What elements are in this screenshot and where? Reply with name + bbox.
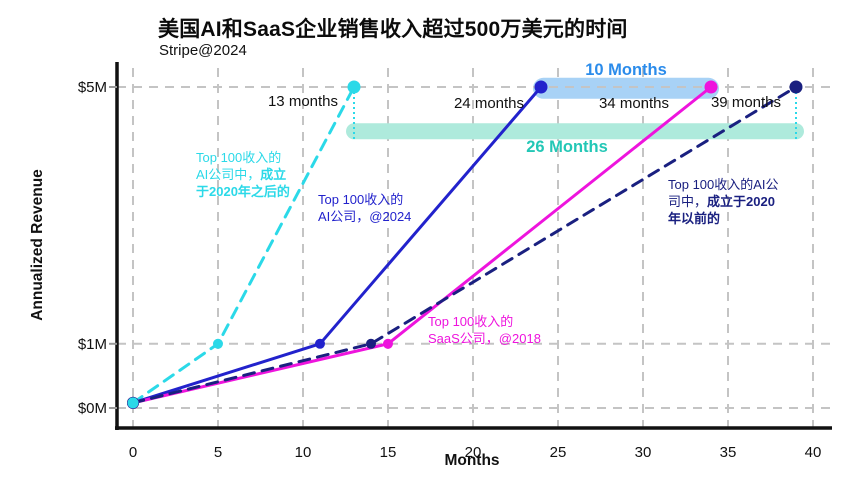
svg-text:$1M: $1M: [78, 336, 107, 353]
point-label-39-months: 39 months: [710, 94, 782, 111]
series-label-text: Top 100收入的 SaaS公司，@2018: [428, 314, 541, 346]
series-label-ai-founded-after-2020: Top 100收入的 AI公司中，成立 于2020年之后的: [196, 149, 290, 200]
svg-text:40: 40: [805, 444, 822, 461]
series-label-text: Top 100收入的AI公 司中，: [668, 177, 779, 209]
chart-subtitle: Stripe@2024: [159, 42, 247, 59]
x-axis-title: Months: [444, 452, 500, 469]
point-label-34-months: 34 months: [598, 95, 670, 112]
svg-text:5: 5: [214, 444, 222, 461]
svg-text:20: 20: [465, 444, 482, 461]
svg-text:25: 25: [550, 444, 567, 461]
series-label-text: Top 100收入的 AI公司，@2024: [318, 192, 412, 224]
point-label-24-months: 24 months: [453, 95, 525, 112]
svg-text:30: 30: [635, 444, 652, 461]
svg-text:15: 15: [380, 444, 397, 461]
point-label-13-months: 13 months: [267, 93, 339, 110]
svg-text:0: 0: [129, 444, 137, 461]
highlight-label-26-months: 26 Months: [526, 138, 608, 156]
chart-title: 美国AI和SaaS企业销售收入超过500万美元的时间: [158, 18, 628, 41]
series-label-bold-text: 成立于2020 年以前的: [668, 194, 775, 226]
y-axis-title: Annualized Revenue: [29, 169, 46, 321]
series-label-text: Top 100收入的 AI公司中，: [196, 150, 282, 182]
svg-text:35: 35: [720, 444, 737, 461]
highlight-label-10-months: 10 Months: [585, 61, 667, 79]
svg-text:10: 10: [295, 444, 312, 461]
svg-text:$5M: $5M: [78, 79, 107, 96]
series-label-saas-2018: Top 100收入的 SaaS公司，@2018: [428, 313, 541, 347]
series-label-ai-founded-before-2020: Top 100收入的AI公 司中，成立于2020 年以前的: [668, 176, 779, 227]
svg-text:$0M: $0M: [78, 400, 107, 417]
series-label-bold-text: 成立 于2020年之后的: [196, 167, 290, 199]
series-label-ai-2024: Top 100收入的 AI公司，@2024: [318, 191, 411, 225]
